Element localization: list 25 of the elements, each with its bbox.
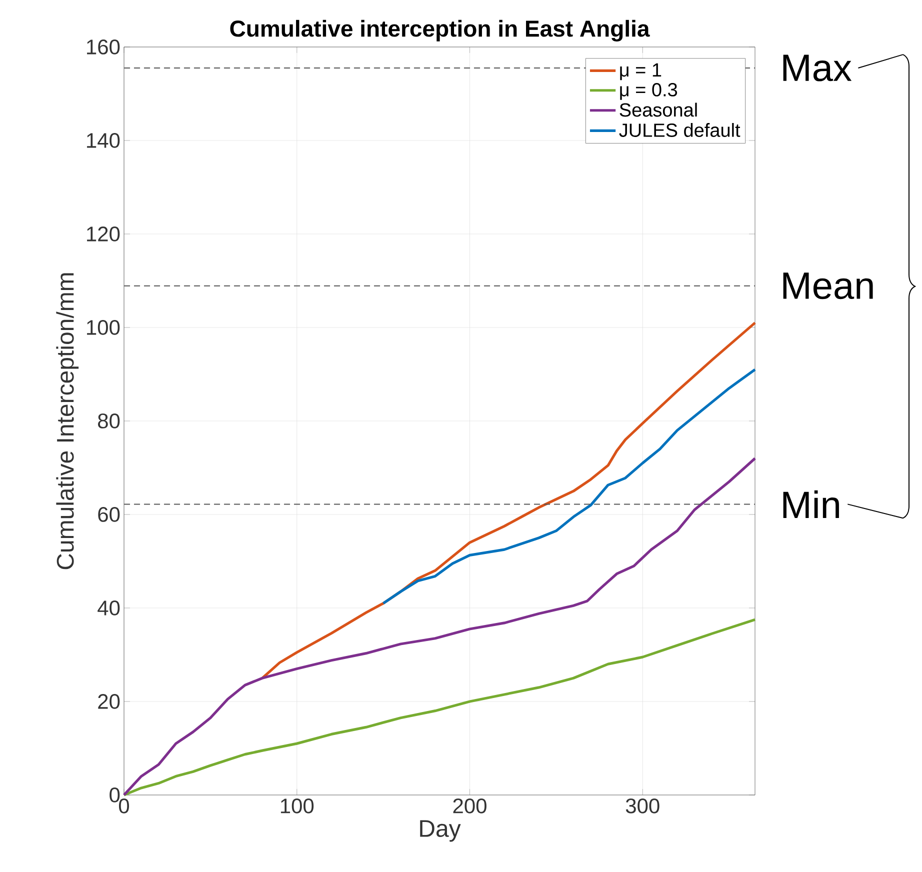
y-tick-label: 100 [87,320,120,335]
x-tick-label: 0 [118,798,130,814]
ref-line-label: Mean [783,272,873,300]
y-tick-label: 140 [87,133,120,148]
x-axis-title: Day [420,820,461,842]
ref-line-label: Min [783,490,839,518]
legend-label: JULES default [619,123,740,137]
x-tick-label: 300 [626,798,660,814]
y-tick-label: 0 [110,788,120,802]
y-tick-label: 60 [98,507,120,522]
y-tick-label: 40 [98,600,120,616]
y-tick-label: 80 [98,414,120,428]
y-axis-title: Cumulative Interception/mm [56,273,79,570]
y-tick-label: 160 [87,40,120,54]
line-series [122,618,756,796]
line-series [261,322,756,680]
legend-label: μ = 1 [620,63,662,80]
chart-title: Cumulative interception in East Anglia [230,20,650,42]
x-tick-label: 100 [280,798,314,814]
y-tick-label: 20 [98,694,120,709]
legend-label: Seasonal [620,102,697,117]
ref-line-label: Max [783,54,852,82]
y-tick-label: 120 [87,226,120,242]
legend-label: μ = 0.3 [620,82,678,100]
x-tick-label: 200 [453,798,486,814]
